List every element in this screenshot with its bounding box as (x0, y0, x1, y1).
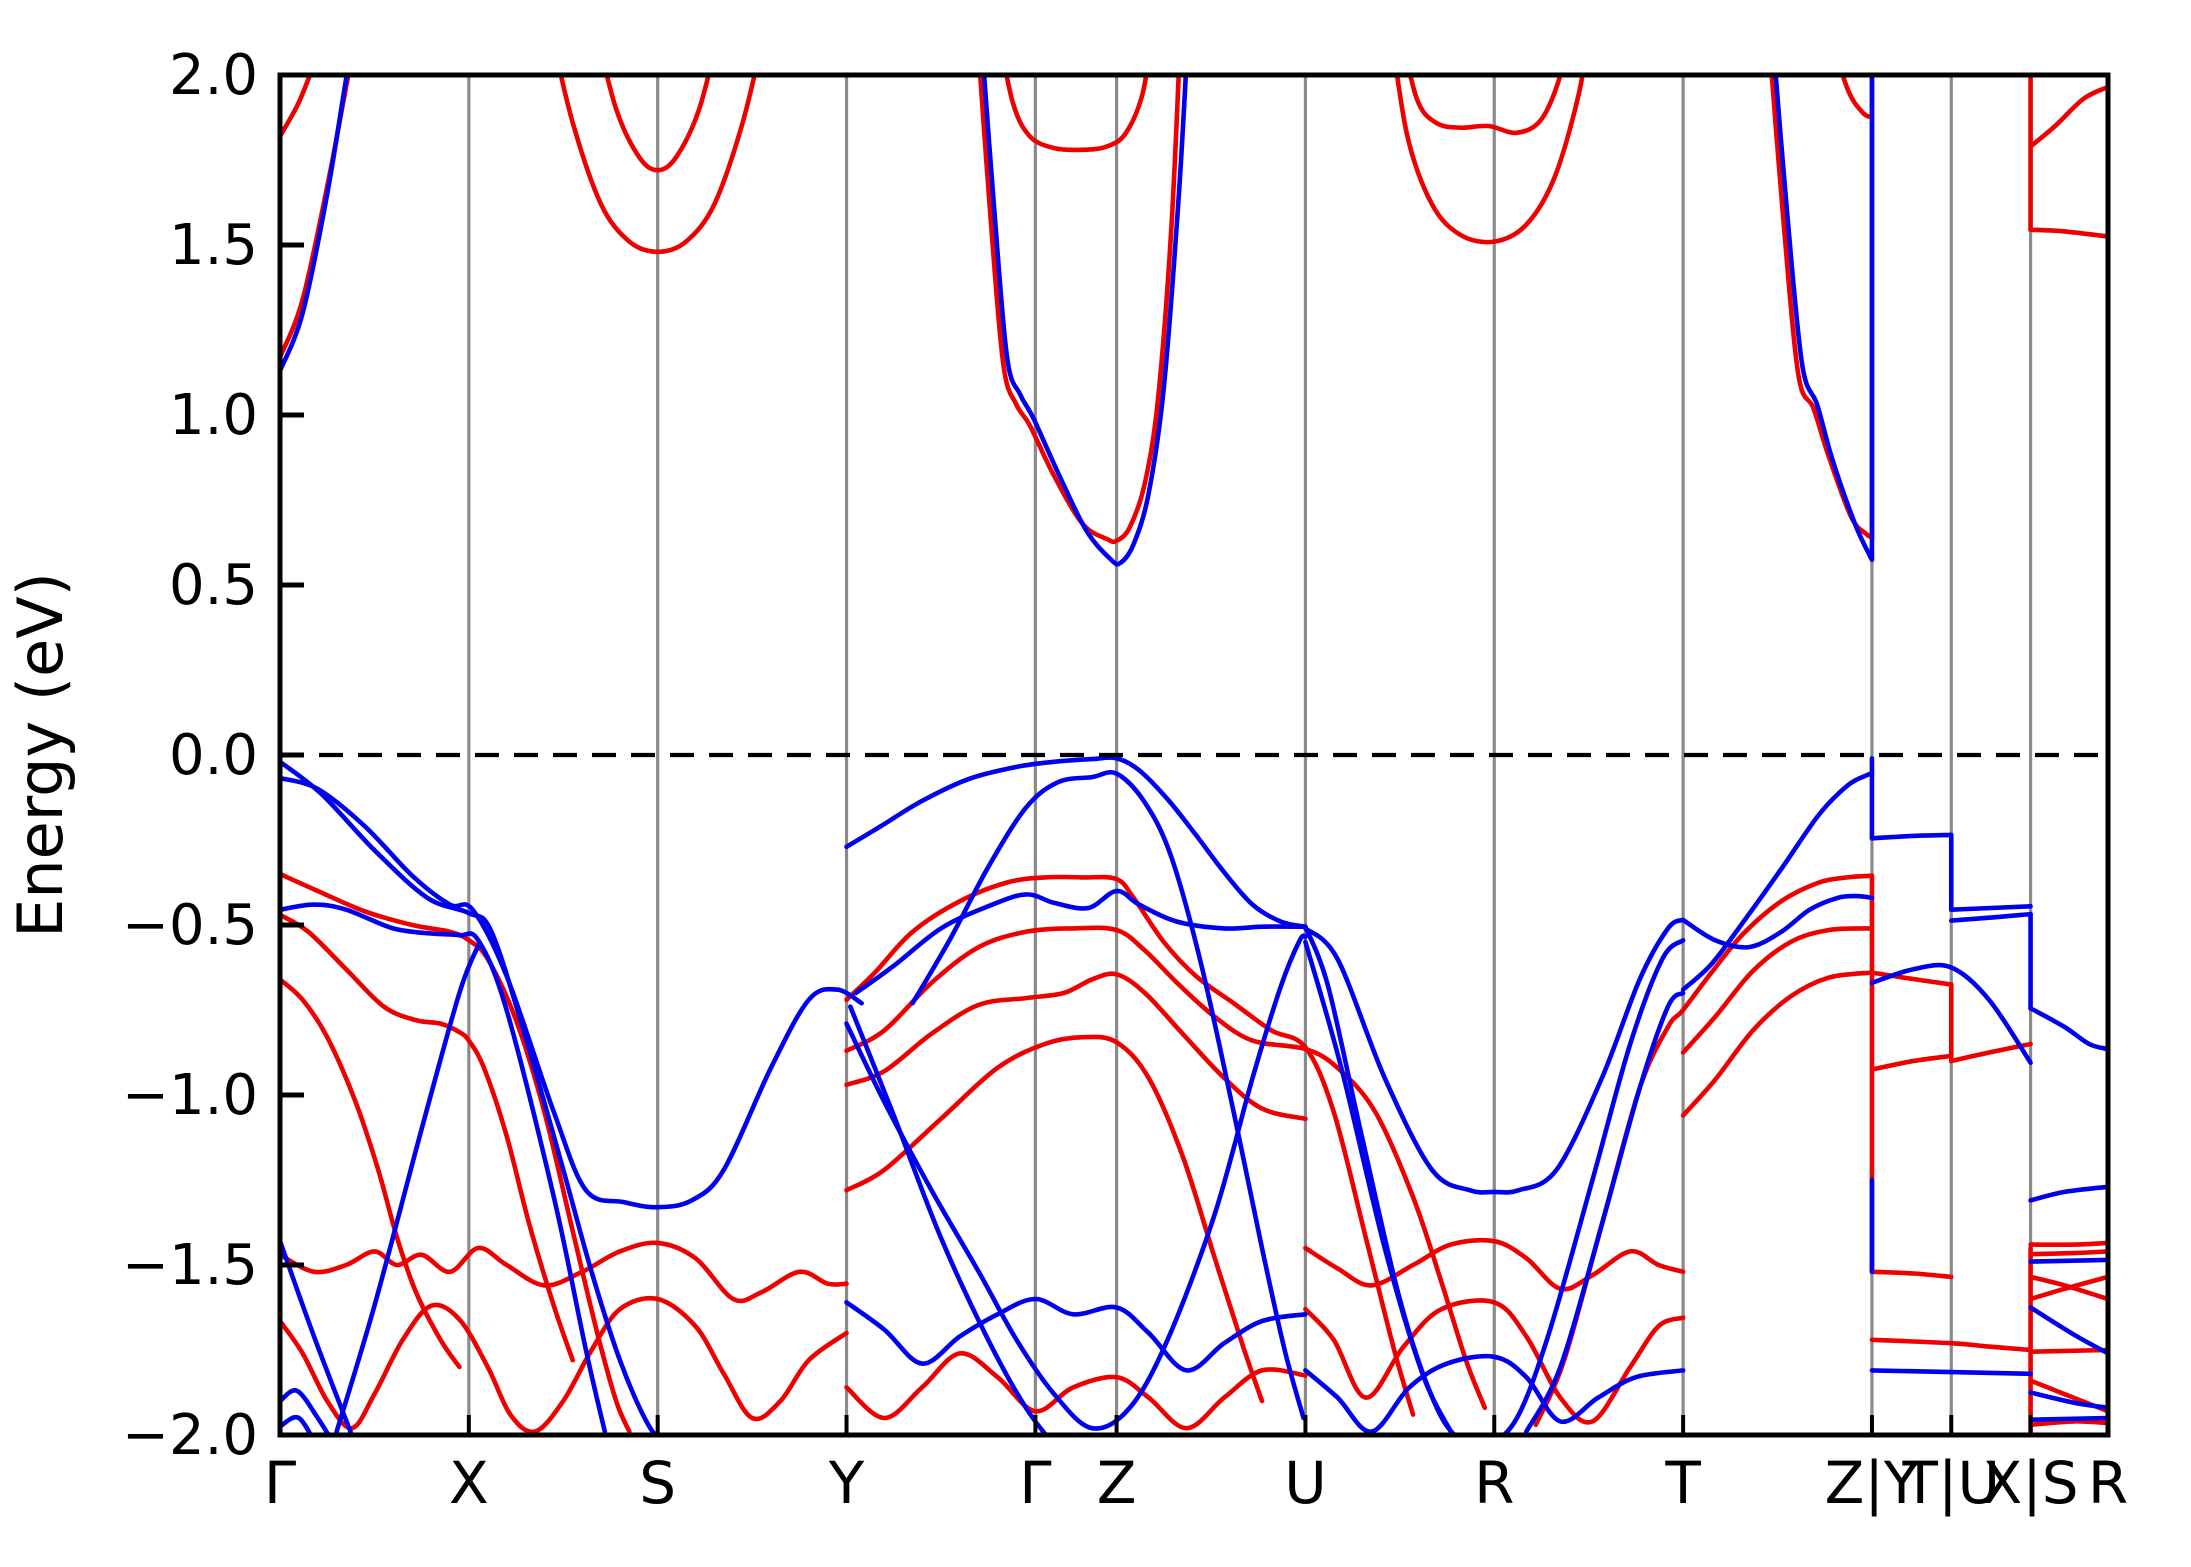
band-spin-down (2028, 1390, 2108, 1411)
band-spin-down (280, 902, 608, 1434)
band-spin-up (1840, 75, 1875, 120)
band-spin-down (1303, 924, 1686, 1435)
y-tick-label: 0.0 (169, 723, 258, 788)
band-spin-down (334, 943, 481, 1434)
x-tick-label-U: U (1284, 1449, 1326, 1517)
band-spin-down (1680, 893, 1875, 950)
band-spin-down (280, 1414, 314, 1435)
band-spin-up (1680, 926, 1875, 1055)
y-tick-labels-group: 2.0 1.5 1.0 0.5 0.0 −0.5 −1.0 −1.5 −2.0 (122, 43, 258, 1468)
band-spin-down (1948, 911, 2033, 923)
band-spin-up (558, 75, 757, 255)
band-spin-up (1680, 970, 1875, 1118)
x-tick-label-X|S: X|S (1983, 1449, 2079, 1517)
band-spin-up (1004, 75, 1149, 153)
band-spin-up (280, 871, 632, 1434)
x-tick-label-T: T (1664, 1449, 1701, 1517)
y-tick-label: −1.5 (122, 1233, 258, 1298)
band-spin-up (2028, 84, 2108, 149)
y-tick-label: 2.0 (169, 43, 258, 108)
x-tick-label-X: X (449, 1449, 489, 1517)
band-spin-down (1869, 962, 2033, 1065)
band-spin-down (981, 75, 1189, 567)
band-spin-up (2028, 1240, 2108, 1248)
band-spin-down (2028, 1184, 2108, 1203)
band-spin-down (2028, 1415, 2108, 1422)
band-spin-up (280, 1240, 849, 1304)
band-spin-down (1869, 1368, 2033, 1377)
band-spin-up (1407, 75, 1563, 136)
y-tick-label: −0.5 (122, 893, 258, 958)
band-spin-down (280, 775, 864, 1210)
bands-group (280, 75, 2108, 1435)
band-spin-up (844, 1034, 1265, 1404)
band-spin-down (910, 769, 1306, 1421)
band-spin-down (1869, 832, 1954, 841)
band-spin-down (1303, 917, 1686, 1195)
band-spin-up (604, 75, 712, 173)
x-tick-label-Γ: Γ (264, 1449, 296, 1517)
y-tick-label: 0.5 (169, 553, 258, 618)
band-spin-up (2028, 1249, 2108, 1257)
band-spin-up (1303, 1237, 1686, 1292)
band-spin-down (1303, 939, 1454, 1434)
tick-marks-group (278, 72, 2110, 1438)
band-spin-down (2028, 1257, 2108, 1264)
band-spin-up (844, 1351, 1308, 1431)
band-spin-up (1869, 1053, 1954, 1072)
y-tick-label: −2.0 (122, 1403, 258, 1468)
band-spin-up (1869, 1337, 2033, 1353)
x-tick-label-Z|Y: Z|Y (1825, 1449, 1920, 1517)
band-spin-up (1769, 75, 1875, 540)
band-spin-up (2028, 227, 2108, 239)
band-spin-down (2028, 1006, 2108, 1052)
band-spin-down (1680, 771, 1875, 992)
band-spin-up (280, 912, 576, 1363)
band-spin-up (844, 874, 1416, 1417)
band-spin-up (280, 977, 462, 1370)
y-tick-label: 1.5 (169, 213, 258, 278)
band-spin-down (1948, 904, 2033, 912)
band-spin-up (977, 75, 1182, 545)
band-spin-down (1524, 990, 1686, 1434)
band-spin-up (1869, 1269, 1954, 1280)
band-spin-down (1303, 1353, 1686, 1434)
band-spin-up (280, 1295, 849, 1435)
band-spin-down (2028, 1305, 2108, 1356)
band-spin-up (2028, 1274, 2108, 1302)
band-spin-down (853, 888, 1308, 996)
y-axis-label: Energy (eV) (4, 572, 77, 938)
band-spin-down (844, 755, 1308, 929)
band-spin-up (280, 75, 313, 139)
band-spin-up (1303, 1298, 1686, 1425)
y-tick-label: 1.0 (169, 383, 258, 448)
band-spin-up (844, 925, 1488, 1411)
band-spin-down (280, 75, 350, 374)
band-spin-up (2028, 1347, 2108, 1354)
x-tick-label-S: S (639, 1449, 676, 1517)
x-tick-label-Y: Y (828, 1449, 865, 1517)
x-tick-label-Γ: Γ (1019, 1449, 1051, 1517)
band-spin-up (2028, 1419, 2108, 1428)
y-tick-label: −1.0 (122, 1063, 258, 1128)
x-tick-label-Z: Z (1097, 1449, 1137, 1517)
band-spin-up (1869, 970, 1954, 987)
x-tick-labels-group: Γ X S Y Γ Z U R T Z|YT|UX|S R (264, 1449, 2128, 1517)
band-spin-down (1773, 75, 1875, 563)
band-spin-down (848, 1004, 1049, 1435)
x-tick-label-R: R (1474, 1449, 1514, 1517)
band-spin-down (844, 1296, 1308, 1373)
band-spin-up (2028, 1274, 2108, 1302)
x-tick-label-R: R (2088, 1449, 2128, 1517)
band-spin-up (1394, 75, 1585, 245)
x-tick-label-T|U: T|U (1902, 1449, 2000, 1517)
